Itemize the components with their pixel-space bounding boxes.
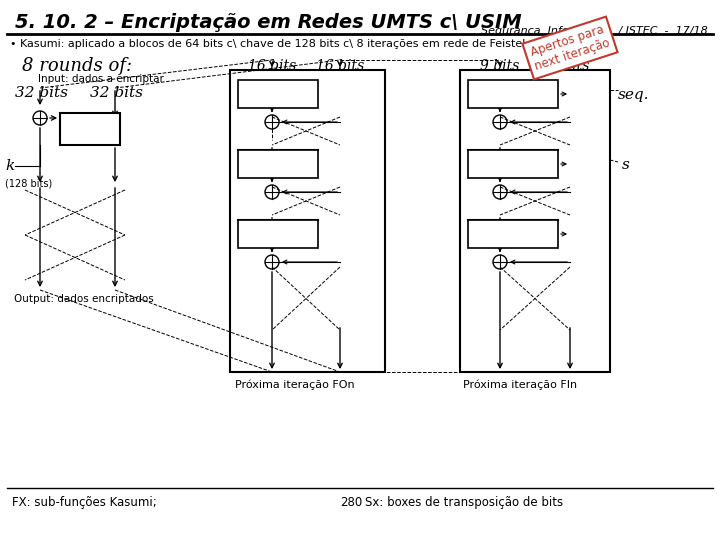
Bar [468,220,558,248]
Text: 32 bits: 32 bits [90,86,143,100]
Text: FI: FI [263,226,281,242]
Text: FO: FO [76,120,104,138]
Text: 16 bits: 16 bits [316,59,364,73]
Text: 8 rounds of:: 8 rounds of: [22,57,132,75]
Text: 32 bits: 32 bits [15,86,68,100]
Text: 16 bits: 16 bits [248,59,296,73]
Text: • Kasumi: aplicado a blocos de 64 bits c\ chave de 128 bits c\ 8 iterações em re: • Kasumi: aplicado a blocos de 64 bits c… [10,39,526,49]
Text: FI: FI [263,156,281,172]
Text: Segurança  Informática  / ISTEC  -  17/18: Segurança Informática / ISTEC - 17/18 [481,26,708,37]
Text: (128 bits): (128 bits) [5,178,53,188]
Text: Sx: boxes de transposição de bits: Sx: boxes de transposição de bits [365,496,563,509]
Bar [238,150,318,178]
Text: S9: S9 [489,226,511,242]
Text: 5. 10. 2 – Encriptação em Redes UMTS c\ USIM: 5. 10. 2 – Encriptação em Redes UMTS c\ … [15,13,521,32]
Text: FX: sub-funções Kasumi;: FX: sub-funções Kasumi; [12,496,157,509]
Text: s: s [622,158,630,172]
Bar [460,70,610,372]
Bar [468,80,558,108]
Text: Apertos para
next iteração: Apertos para next iteração [528,23,611,73]
Text: 9 bits: 9 bits [480,59,520,73]
Bar [60,113,120,145]
Bar [230,70,385,372]
Text: 7 bits: 7 bits [550,59,590,73]
Text: 280: 280 [340,496,362,509]
Bar [238,80,318,108]
Text: k: k [5,159,14,173]
Text: |: | [290,85,296,103]
Bar [238,220,318,248]
Text: Próxima iteração FIn: Próxima iteração FIn [463,380,577,390]
Bar [468,150,558,178]
Text: seq.: seq. [618,88,649,102]
Text: FI: FI [263,85,281,103]
Text: Próxima iteração FOn: Próxima iteração FOn [235,380,355,390]
Text: Input: dados a encriptar: Input: dados a encriptar [38,74,164,84]
Text: S9: S9 [489,85,511,103]
Text: Output: dados encriptados: Output: dados encriptados [14,294,154,304]
Text: S7: S7 [489,156,511,172]
